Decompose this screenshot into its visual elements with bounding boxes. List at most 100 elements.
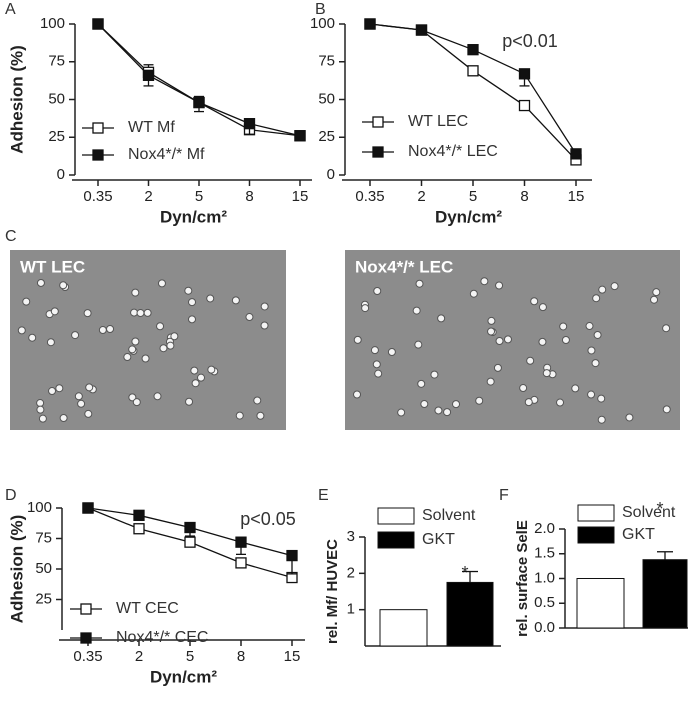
x-tick-label: 8: [520, 188, 528, 205]
cell: [98, 326, 107, 335]
cell: [585, 322, 594, 331]
cell: [495, 337, 504, 346]
marker: [92, 18, 104, 30]
legend-marker: [80, 603, 92, 615]
cell: [77, 399, 86, 408]
cell: [185, 397, 194, 406]
y-tick-label: 50: [48, 90, 65, 107]
cell: [191, 379, 200, 388]
y-tick-label: 1.0: [534, 569, 555, 586]
legend-swatch: [577, 526, 615, 544]
legend-label: WT Mf: [128, 119, 175, 136]
micrograph: [10, 250, 286, 430]
cell: [519, 384, 528, 393]
legend-marker: [372, 116, 384, 128]
cell: [542, 369, 551, 378]
x-tick-label: 8: [245, 188, 253, 205]
cell: [597, 415, 606, 424]
cell: [387, 348, 396, 357]
cell: [187, 315, 196, 324]
cell: [260, 321, 269, 330]
cell: [22, 297, 31, 306]
cell: [559, 322, 568, 331]
y-tick-label: 25: [35, 590, 52, 607]
cell: [74, 392, 83, 401]
y-tick-label: 2.0: [534, 520, 555, 537]
cell: [48, 387, 57, 396]
marker: [467, 44, 479, 56]
cell: [190, 366, 199, 375]
cell: [443, 408, 452, 417]
x-tick-label: 0.35: [83, 188, 112, 205]
marker: [467, 65, 479, 77]
cell: [207, 365, 216, 374]
y-tick-label: 0: [327, 166, 335, 183]
cell: [46, 338, 55, 347]
cell: [524, 398, 533, 407]
cell: [128, 345, 137, 354]
y-tick-label: 0: [57, 166, 65, 183]
y-axis-label: Adhesion (%): [7, 515, 26, 624]
cell: [374, 369, 383, 378]
legend-marker: [92, 149, 104, 161]
y-tick-label: 100: [27, 499, 52, 516]
x-axis-label: Dyn/cm²: [150, 667, 217, 686]
legend-swatch: [377, 507, 415, 525]
legend-swatch: [577, 504, 615, 522]
legend-marker: [80, 632, 92, 644]
y-axis-label: Adhesion (%): [7, 45, 26, 154]
cell: [591, 359, 600, 368]
cell: [83, 309, 92, 318]
cell: [598, 285, 607, 294]
cell: [370, 346, 379, 355]
cell: [593, 330, 602, 339]
x-tick-label: 15: [284, 648, 301, 665]
cell: [417, 379, 426, 388]
panel-letter: D: [5, 487, 17, 504]
marker: [243, 118, 256, 130]
y-tick-label: 75: [318, 53, 335, 70]
cell: [36, 405, 45, 414]
marker: [133, 523, 145, 535]
x-tick-label: 2: [144, 188, 152, 205]
cell: [526, 356, 535, 365]
cell: [414, 340, 423, 349]
cell: [59, 413, 68, 422]
cell: [430, 370, 439, 379]
y-tick-label: 50: [318, 90, 335, 107]
legend-marker: [92, 122, 104, 134]
cell: [625, 413, 634, 422]
y-tick-label: 75: [48, 53, 65, 70]
cell: [610, 282, 619, 291]
cell: [256, 411, 265, 420]
cell: [132, 398, 141, 407]
cell: [59, 281, 68, 290]
y-tick-label: 3: [347, 528, 355, 545]
cell: [50, 307, 59, 316]
marker: [133, 509, 145, 521]
cell: [503, 335, 512, 344]
cell: [197, 373, 206, 382]
cell: [587, 346, 596, 355]
marker: [235, 557, 247, 569]
marker: [364, 18, 376, 30]
legend-label: GKT: [622, 526, 655, 543]
panel-letter: B: [315, 1, 326, 18]
cell: [469, 289, 478, 298]
x-tick-label: 5: [195, 188, 203, 205]
annotation: *: [461, 563, 468, 583]
y-tick-label: 2: [347, 564, 355, 581]
cell: [131, 288, 140, 297]
cell: [206, 294, 215, 303]
legend-label: Nox4*/* LEC: [408, 143, 498, 160]
y-tick-label: 0.5: [534, 594, 555, 611]
cell: [662, 405, 671, 414]
cell: [131, 337, 140, 346]
panel-letter: C: [5, 228, 17, 245]
x-axis-label: Dyn/cm²: [160, 207, 227, 226]
cell: [170, 332, 179, 341]
cell: [353, 335, 362, 344]
marker: [286, 549, 298, 562]
y-tick-label: 1: [347, 601, 355, 618]
cell: [561, 335, 570, 344]
